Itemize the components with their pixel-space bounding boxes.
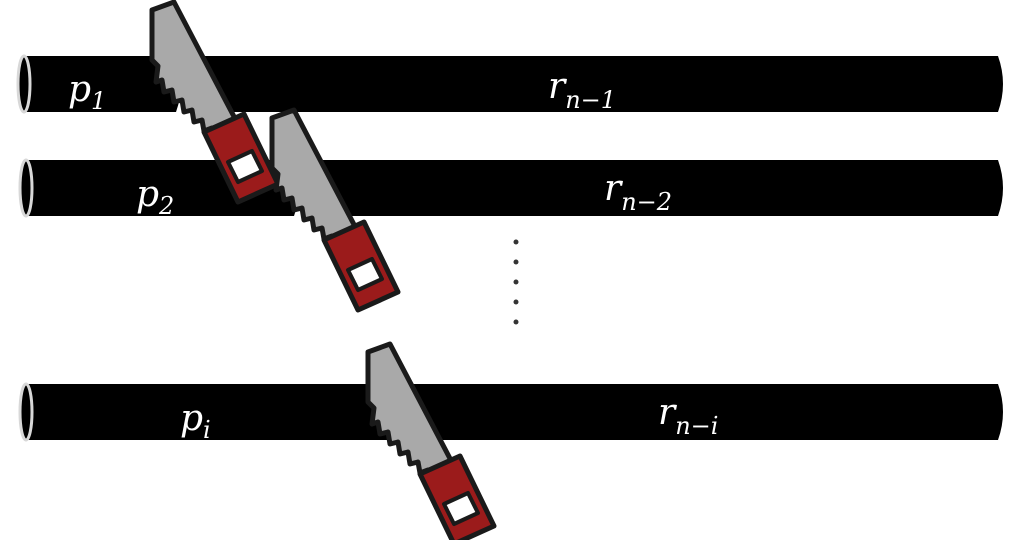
rod-i-end-cap xyxy=(18,382,34,442)
rod-1: p1 rn−1 xyxy=(16,54,1003,115)
rod-i-right-label: rn−i xyxy=(658,392,718,440)
vertical-ellipsis xyxy=(513,239,519,325)
rod-1-right-piece xyxy=(182,56,1003,112)
hand-saw-icon xyxy=(368,344,494,540)
rod-2: p2 rn−2 xyxy=(18,158,1003,220)
rod-1-left-label: p1 xyxy=(68,69,106,115)
rod-1-right-label: rn−1 xyxy=(548,66,616,114)
rod-i: pi rn−i xyxy=(18,382,1003,444)
rod-2-right-piece xyxy=(302,160,1003,216)
rod-2-left-label: p2 xyxy=(136,174,174,220)
rod-2-end-cap xyxy=(18,158,34,218)
rod-2-right-label: rn−2 xyxy=(604,168,672,216)
rod-i-right-piece xyxy=(402,384,1003,440)
rod-i-left-piece xyxy=(28,384,399,440)
rod-1-end-cap xyxy=(16,54,32,114)
rod-i-left-label: pi xyxy=(180,398,211,444)
rod-1-left-piece xyxy=(26,56,181,112)
